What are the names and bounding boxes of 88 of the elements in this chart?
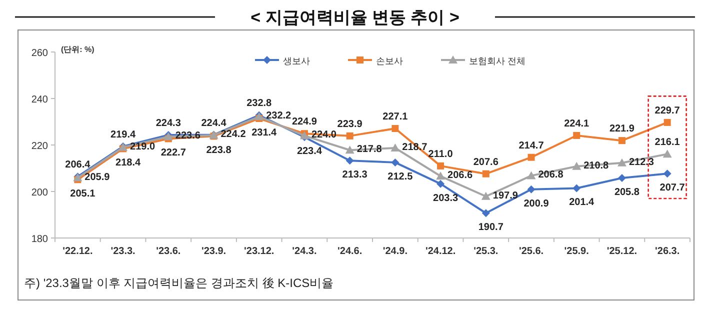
chart-title: < 지급여력비율 변동 추이 > (250, 8, 460, 27)
point (481, 192, 490, 200)
legend-label: 보험회사 전체 (469, 56, 526, 66)
x-tick-label: '24.6. (338, 246, 362, 257)
point (528, 154, 535, 161)
point (346, 156, 354, 165)
data-label: 214.7 (518, 140, 544, 152)
point (527, 185, 536, 194)
x-tick-label: '24.12. (425, 246, 456, 257)
x-tick-label: '24.9. (382, 246, 408, 257)
y-tick-label: 260 (31, 48, 48, 59)
x-tick-label: '25.9. (564, 246, 590, 257)
x-tick-label: '22.12. (62, 246, 93, 257)
point (572, 184, 581, 192)
data-label: 217.8 (356, 144, 382, 156)
point (664, 118, 671, 126)
y-tick-label: 180 (31, 234, 48, 245)
point (482, 170, 490, 178)
data-label: 223.9 (337, 118, 363, 130)
annotation: (단위: %) (61, 45, 95, 54)
data-label: 219.4 (110, 129, 136, 140)
point (345, 146, 354, 154)
data-label: 221.9 (609, 124, 635, 135)
data-label: 207.6 (473, 156, 499, 168)
data-label: 218.4 (116, 158, 141, 169)
data-label: 224.1 (564, 118, 590, 130)
data-label: 203.3 (433, 192, 458, 204)
point (572, 162, 582, 170)
point (390, 144, 400, 152)
data-label: 190.7 (478, 222, 504, 234)
x-tick-label: '26.3. (655, 246, 680, 257)
point (346, 132, 354, 140)
point (436, 180, 445, 188)
text: 주) '23.3월말 이후 지급여력비율은 경과조치 後 K-ICS비율 (24, 276, 334, 290)
data-label: 197.9 (492, 190, 518, 202)
point (392, 124, 399, 132)
point (617, 158, 626, 166)
data-label: 207.7 (660, 182, 686, 194)
point (573, 132, 580, 139)
legend-label: 생보사 (283, 56, 310, 66)
data-label: 216.1 (654, 137, 680, 148)
data-label: 232.8 (246, 98, 272, 110)
x-tick-label: '25.3. (474, 246, 498, 257)
data-label: 205.1 (70, 188, 96, 200)
data-label: 205.9 (84, 172, 110, 183)
point (482, 209, 490, 218)
y-tick-label: 220 (31, 141, 48, 152)
data-label: 200.9 (524, 198, 550, 210)
data-label: 232.2 (266, 110, 292, 122)
y-tick-label: 240 (31, 94, 48, 106)
data-label: 231.4 (252, 127, 278, 138)
x-tick-label: '25.6. (518, 246, 544, 257)
legend-label: 손보사 (376, 56, 403, 66)
data-label: 224.2 (220, 129, 246, 140)
data-label: 205.8 (614, 187, 640, 198)
data-label: 213.3 (342, 170, 368, 181)
x-tick-label: '23.9. (201, 246, 226, 257)
data-label: 206.6 (448, 170, 473, 182)
data-label: 224.4 (201, 118, 227, 129)
data-label: 201.4 (569, 197, 595, 208)
point (526, 171, 536, 180)
x-tick-label: '23.6. (156, 246, 181, 257)
point (436, 172, 446, 180)
point (662, 150, 672, 158)
point (437, 162, 444, 170)
data-label: 224.3 (156, 118, 182, 130)
x-tick-label: '23.12. (244, 246, 274, 257)
data-label: 206.8 (538, 170, 564, 181)
data-label: 222.7 (160, 148, 186, 159)
x-tick-label: '24.3. (292, 246, 317, 257)
point (391, 158, 400, 166)
data-label: 223.8 (206, 145, 232, 156)
data-label: 211.0 (428, 148, 454, 160)
x-tick-label: '23.3. (110, 246, 136, 257)
data-label: 212.5 (388, 171, 414, 182)
data-label: 224.9 (292, 116, 318, 128)
data-label: 227.1 (382, 111, 408, 122)
data-label: 223.4 (296, 146, 322, 158)
data-label: 206.4 (65, 160, 91, 171)
point (618, 137, 626, 144)
point (618, 174, 626, 182)
data-label: 212.3 (628, 156, 654, 168)
x-tick-label: '25.12. (606, 246, 638, 257)
data-label: 229.7 (654, 105, 680, 116)
data-label: 223.6 (175, 130, 201, 142)
point (663, 170, 672, 178)
y-tick-label: 200 (31, 188, 48, 198)
data-label: 210.8 (584, 160, 610, 172)
